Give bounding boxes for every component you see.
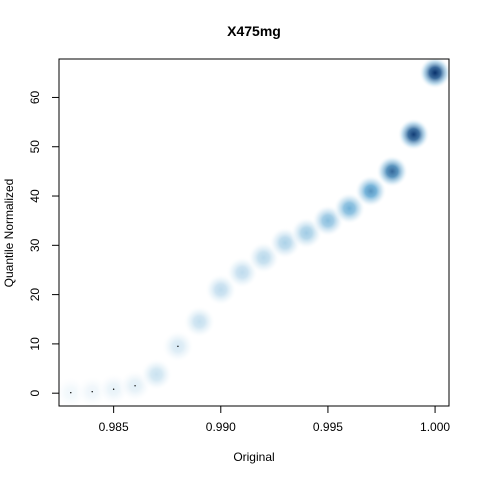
x-tick-label: 0.985 (99, 420, 129, 434)
y-tick-label: 30 (28, 238, 42, 252)
density-blob (376, 155, 408, 187)
x-tick-label: 0.995 (313, 420, 343, 434)
density-blob (398, 118, 430, 150)
density-blob (141, 358, 173, 390)
y-tick-label: 20 (28, 288, 42, 302)
outlier-point (92, 391, 93, 392)
x-tick-label: 0.990 (206, 420, 236, 434)
y-tick-label: 50 (28, 140, 42, 154)
outlier-point (70, 392, 71, 393)
y-tick-label: 60 (28, 90, 42, 104)
x-axis-label: Original (233, 450, 274, 464)
density-blob (419, 57, 451, 89)
y-axis-label: Quantile Normalized (2, 179, 16, 288)
outlier-point (113, 389, 114, 390)
y-tick-label: 40 (28, 189, 42, 203)
density-blob (183, 306, 215, 338)
x-tick-label: 1.000 (420, 420, 450, 434)
outlier-point (134, 385, 135, 386)
y-tick-label: 10 (28, 337, 42, 351)
outlier-point (177, 346, 178, 347)
y-tick-label: 0 (28, 390, 42, 397)
chart-title: X475mg (227, 23, 281, 39)
